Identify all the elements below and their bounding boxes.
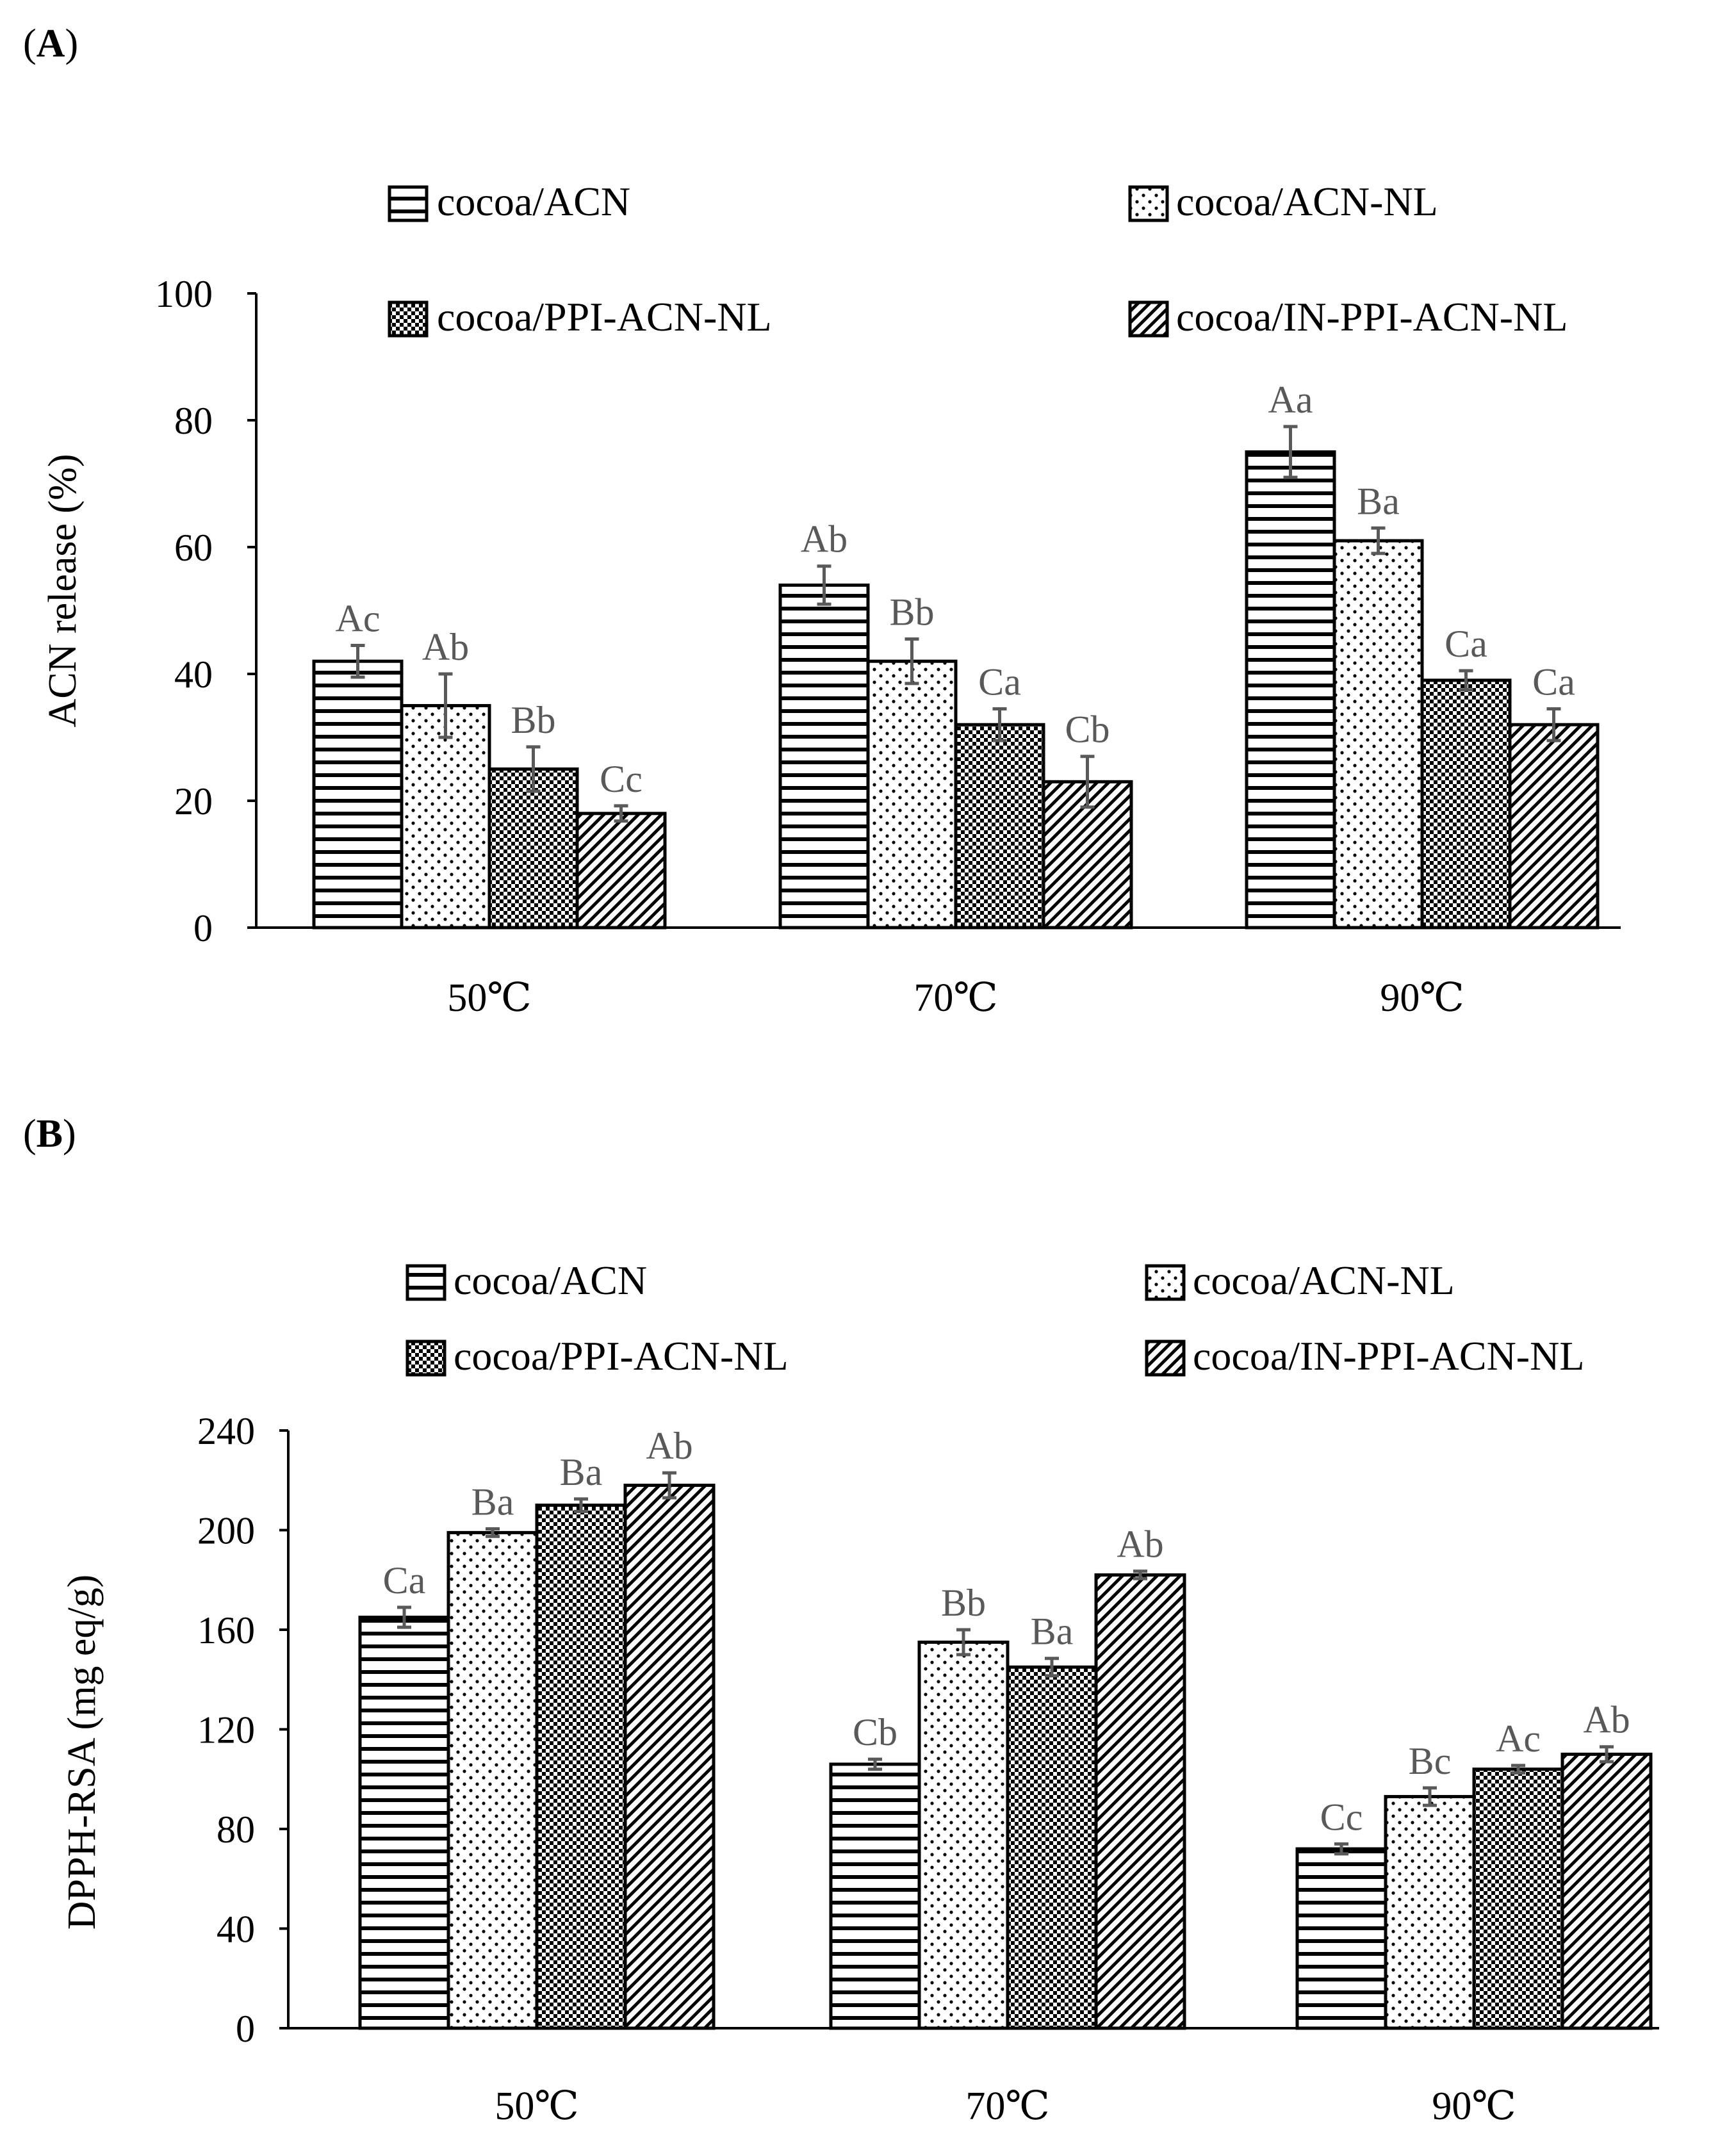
bar-a-dots-70 <box>866 659 958 930</box>
y-tick-label-b: 200 <box>197 1510 255 1552</box>
panel-a: (A) cocoa/ACN cocoa/ACN-NL cocoa/PPI-ACN… <box>23 22 1621 1020</box>
bar-b-horizontal-50 <box>358 1616 450 2030</box>
y-tick-label-b: 120 <box>197 1709 255 1751</box>
legend-b-label-cocoa-ppi-acn-nl: cocoa/PPI-ACN-NL <box>454 1333 789 1379</box>
significance-label-b: Ba <box>560 1451 603 1493</box>
category-label-a: 50℃ <box>447 976 531 1020</box>
bar-a-checker-70 <box>954 723 1045 930</box>
significance-label-a: Cc <box>600 758 643 800</box>
bar-a-checker-50 <box>487 767 579 930</box>
significance-label-a: Bb <box>511 699 555 741</box>
panel-b: (B) cocoa/ACN cocoa/ACN-NL cocoa/PPI-ACN… <box>23 1112 1659 2128</box>
legend-a-label-cocoa-acn-nl: cocoa/ACN-NL <box>1176 179 1438 224</box>
panel-b-label: (B) <box>23 1112 76 1156</box>
legend-b-swatch-cocoa-acn-nl <box>1145 1264 1186 1301</box>
y-axis-title-b: DPPH-RSA (mg eq/g) <box>60 1575 104 1930</box>
legend-b: cocoa/ACN cocoa/ACN-NL cocoa/PPI-ACN-NL … <box>405 1258 1584 1379</box>
legend-b-label-cocoa-acn-nl: cocoa/ACN-NL <box>1193 1258 1455 1303</box>
significance-label-a: Ac <box>336 597 381 639</box>
bar-a-diagonal-90 <box>1508 723 1600 930</box>
significance-label-a: Cb <box>1065 709 1110 751</box>
significance-label-b: Ac <box>1496 1718 1541 1760</box>
significance-label-a: Ba <box>1357 480 1400 522</box>
legend-a-label-cocoa-ppi-acn-nl: cocoa/PPI-ACN-NL <box>437 294 772 340</box>
y-tick-label-a: 60 <box>174 527 213 569</box>
plot-area-a: 0 20 40 60 80 100 Ac Ab Aa Ab Bb Ba Bb Ca Ca Cc Cb Ca 50℃ 7… <box>155 273 1621 1020</box>
y-tick-label-a: 20 <box>174 780 213 823</box>
y-tick-label-b: 240 <box>197 1410 255 1452</box>
legend-a-swatch-cocoa-acn <box>388 185 429 222</box>
bar-a-dots-50 <box>400 704 491 930</box>
bar-a-horizontal-90 <box>1245 450 1336 930</box>
legend-a-swatch-cocoa-ppi-acn-nl <box>388 300 429 338</box>
bar-b-diagonal-90 <box>1560 1752 1653 2030</box>
y-tick-label-a: 80 <box>174 400 213 442</box>
bar-a-horizontal-70 <box>778 583 870 930</box>
y-tick-label-b: 40 <box>217 1908 255 1951</box>
bar-a-diagonal-50 <box>575 812 667 930</box>
significance-label-b: Ab <box>1583 1699 1630 1741</box>
legend-a-swatch-cocoa-acn-nl <box>1128 185 1169 222</box>
legend-a-label-cocoa-in-ppi-acn-nl: cocoa/IN-PPI-ACN-NL <box>1176 294 1568 340</box>
significance-label-a: Ca <box>1445 623 1487 665</box>
y-tick-label-b: 160 <box>197 1609 255 1652</box>
significance-label-b: Ba <box>471 1481 514 1523</box>
significance-label-b: Bb <box>941 1582 986 1624</box>
bar-a-horizontal-50 <box>312 659 404 930</box>
significance-label-b: Ba <box>1031 1611 1074 1653</box>
significance-label-b: Cc <box>1320 1796 1363 1838</box>
legend-a-swatch-cocoa-in-ppi-acn-nl <box>1128 300 1169 338</box>
bar-b-diagonal-50 <box>623 1484 716 2030</box>
bar-b-checker-90 <box>1472 1767 1564 2030</box>
y-tick-label-b: 0 <box>236 2008 255 2050</box>
y-tick-label-a: 0 <box>193 907 213 949</box>
legend-a: cocoa/ACN cocoa/ACN-NL cocoa/PPI-ACN-NL … <box>388 179 1568 340</box>
significance-label-a: Aa <box>1268 379 1313 421</box>
legend-b-label-cocoa-in-ppi-acn-nl: cocoa/IN-PPI-ACN-NL <box>1193 1333 1584 1379</box>
significance-label-b: Ab <box>646 1425 692 1467</box>
y-tick-label-a: 40 <box>174 653 213 696</box>
significance-label-a: Ab <box>422 626 469 668</box>
significance-label-b: Ab <box>1117 1523 1163 1566</box>
bar-b-dots-50 <box>446 1530 539 2030</box>
category-label-b: 50℃ <box>495 2085 578 2128</box>
y-tick-label-b: 80 <box>217 1808 255 1851</box>
significance-label-a: Ca <box>978 660 1021 703</box>
significance-label-b: Ca <box>383 1559 426 1602</box>
bar-b-dots-70 <box>917 1640 1010 2030</box>
category-label-a: 70℃ <box>913 976 997 1020</box>
bar-a-dots-90 <box>1332 539 1424 930</box>
legend-b-swatch-cocoa-acn <box>405 1264 446 1301</box>
y-axis-title-a: ACN release (%) <box>41 454 85 728</box>
legend-b-swatch-cocoa-in-ppi-acn-nl <box>1145 1340 1186 1377</box>
legend-b-swatch-cocoa-ppi-acn-nl <box>405 1340 446 1377</box>
significance-label-a: Bb <box>889 591 934 634</box>
category-label-b: 70℃ <box>965 2085 1049 2128</box>
bar-b-checker-70 <box>1006 1665 1098 2030</box>
significance-label-a: Ca <box>1532 660 1575 703</box>
bar-b-diagonal-70 <box>1094 1573 1186 2030</box>
bar-b-checker-50 <box>535 1504 627 2030</box>
significance-label-b: Bc <box>1409 1740 1452 1782</box>
category-label-b: 90℃ <box>1432 2085 1516 2128</box>
plot-area-b: 0 40 80 120 160 200 240 Ca Cb Cc Ba Bb Bc Ba Ba Ac Ab Ab A… <box>197 1410 1659 2128</box>
significance-label-b: Cb <box>853 1711 897 1753</box>
bar-b-horizontal-70 <box>829 1762 921 2030</box>
legend-b-label-cocoa-acn: cocoa/ACN <box>454 1258 647 1303</box>
significance-label-a: Ab <box>801 518 848 561</box>
y-tick-label-a: 100 <box>155 273 213 315</box>
bar-a-checker-90 <box>1420 678 1512 930</box>
panel-a-label: (A) <box>23 22 78 65</box>
bar-b-dots-90 <box>1384 1794 1476 2030</box>
bar-b-horizontal-90 <box>1295 1847 1388 2030</box>
category-label-a: 90℃ <box>1380 976 1464 1020</box>
legend-a-label-cocoa-acn: cocoa/ACN <box>437 179 630 224</box>
